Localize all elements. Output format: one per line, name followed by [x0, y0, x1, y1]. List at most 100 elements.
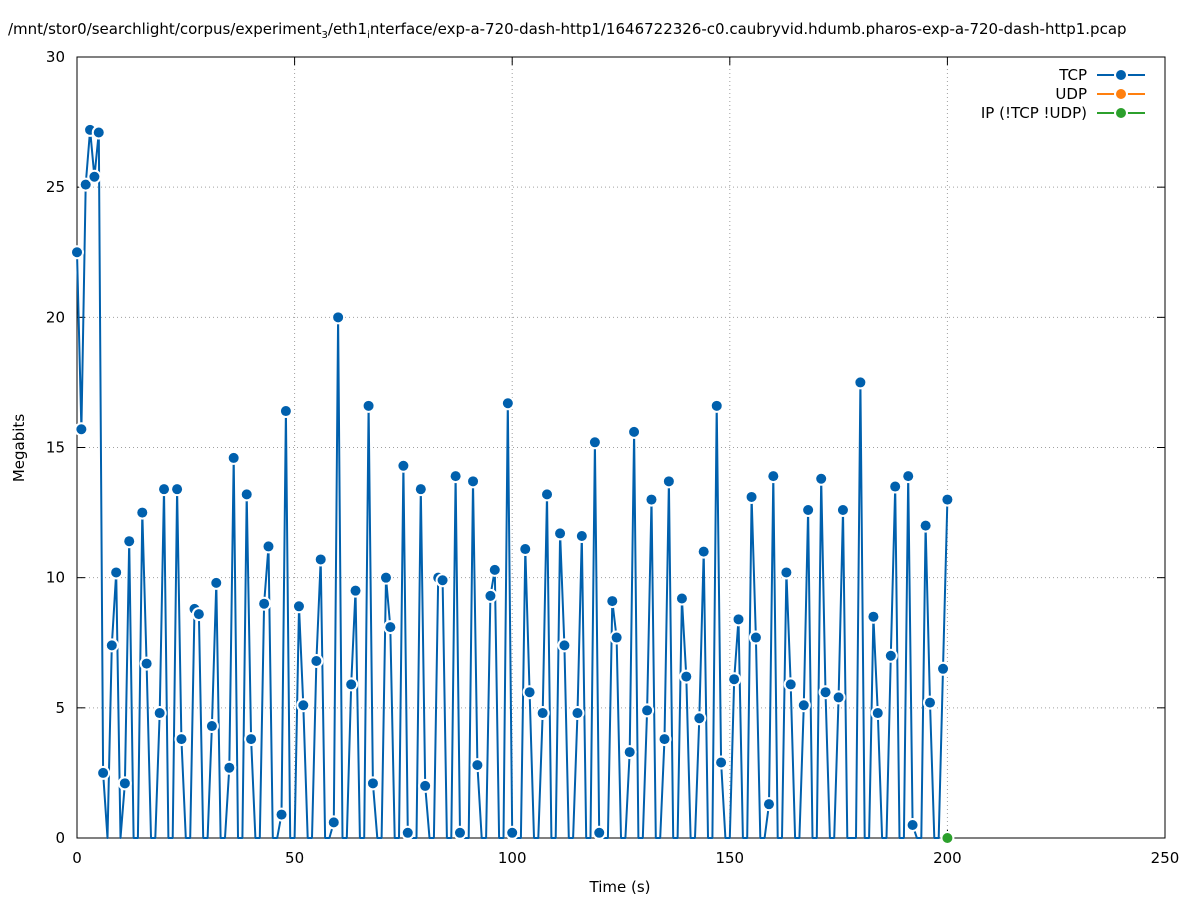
data-point — [450, 471, 461, 482]
data-point — [798, 700, 809, 711]
data-point — [589, 437, 600, 448]
data-point — [676, 593, 687, 604]
data-point — [468, 476, 479, 487]
data-point — [93, 127, 104, 138]
data-point — [228, 452, 239, 463]
y-tick-label: 30 — [46, 48, 65, 66]
data-point — [472, 760, 483, 771]
data-point — [402, 827, 413, 838]
data-point — [924, 697, 935, 708]
data-point — [280, 406, 291, 417]
y-tick-label: 25 — [46, 178, 65, 196]
x-tick-label: 250 — [1151, 849, 1180, 867]
data-point — [907, 819, 918, 830]
data-point — [681, 671, 692, 682]
chart-title-part2: /eth1 — [327, 20, 368, 38]
data-point — [293, 601, 304, 612]
data-point — [437, 575, 448, 586]
x-tick-label: 100 — [498, 849, 527, 867]
y-axis-label: Megabits — [10, 414, 28, 482]
data-point — [298, 700, 309, 711]
data-point — [119, 778, 130, 789]
chart-title-part3: nterface/exp-a-720-dash-http1/1646722326… — [369, 20, 1127, 38]
chart-title-sub2: i — [367, 30, 370, 41]
legend-label: IP (!TCP !UDP) — [981, 104, 1087, 122]
grid — [77, 57, 1165, 838]
legend-label: UDP — [1055, 85, 1087, 103]
data-point — [537, 708, 548, 719]
data-point — [72, 247, 82, 258]
data-point — [311, 655, 322, 666]
data-point — [176, 734, 187, 745]
data-point — [485, 590, 496, 601]
data-point — [89, 171, 100, 182]
data-point — [855, 377, 866, 388]
data-point — [241, 489, 252, 500]
data-point — [507, 827, 518, 838]
data-point — [350, 585, 361, 596]
data-point — [820, 687, 831, 698]
axes: 0 50 100 150 200 250 0 5 10 15 20 25 30 — [46, 48, 1179, 867]
data-point — [98, 767, 109, 778]
data-point — [398, 460, 409, 471]
data-point — [106, 640, 117, 651]
y-tick-label: 5 — [55, 699, 65, 717]
data-point — [594, 827, 605, 838]
data-point — [520, 544, 531, 555]
y-tick-label: 0 — [55, 829, 65, 847]
data-point — [489, 564, 500, 575]
data-point — [646, 494, 657, 505]
data-point — [363, 400, 374, 411]
data-point — [542, 489, 553, 500]
data-point — [733, 614, 744, 625]
chart-title-part1: /mnt/stor0/searchlight/corpus/experiment — [8, 20, 322, 38]
data-point — [211, 577, 222, 588]
data-point — [80, 179, 91, 190]
data-point — [276, 809, 287, 820]
data-point — [172, 484, 183, 495]
data-point — [920, 520, 931, 531]
data-point — [141, 658, 152, 669]
legend-label: TCP — [1058, 66, 1087, 84]
data-point — [524, 687, 535, 698]
data-point — [420, 780, 431, 791]
data-point — [193, 609, 204, 620]
data-point — [872, 708, 883, 719]
data-point — [328, 817, 339, 828]
data-point — [750, 632, 761, 643]
legend-marker — [1116, 89, 1126, 99]
data-point — [607, 596, 618, 607]
data-point — [694, 713, 705, 724]
legend-marker — [1116, 108, 1126, 118]
data-point — [729, 674, 740, 685]
data-point — [124, 536, 135, 547]
data-point — [333, 312, 344, 323]
data-point — [154, 708, 165, 719]
data-point — [76, 424, 87, 435]
x-axis-label: Time (s) — [589, 878, 651, 896]
data-point — [559, 640, 570, 651]
data-point — [746, 491, 757, 502]
data-point — [385, 622, 396, 633]
data-point — [315, 554, 326, 565]
data-point — [611, 632, 622, 643]
x-tick-label: 0 — [72, 849, 82, 867]
data-point — [890, 481, 901, 492]
data-point — [942, 833, 953, 843]
data-point — [111, 567, 122, 578]
data-point — [206, 721, 217, 732]
data-point — [380, 572, 391, 583]
data-point — [903, 471, 914, 482]
data-point — [763, 799, 774, 810]
x-tick-label: 200 — [933, 849, 962, 867]
data-point — [663, 476, 674, 487]
chart-title: /mnt/stor0/searchlight/corpus/experiment… — [8, 20, 1127, 41]
data-point — [576, 531, 587, 542]
data-point — [259, 598, 270, 609]
data-point — [716, 757, 727, 768]
data-point — [885, 650, 896, 661]
data-point — [629, 426, 640, 437]
x-tick-label: 50 — [285, 849, 304, 867]
